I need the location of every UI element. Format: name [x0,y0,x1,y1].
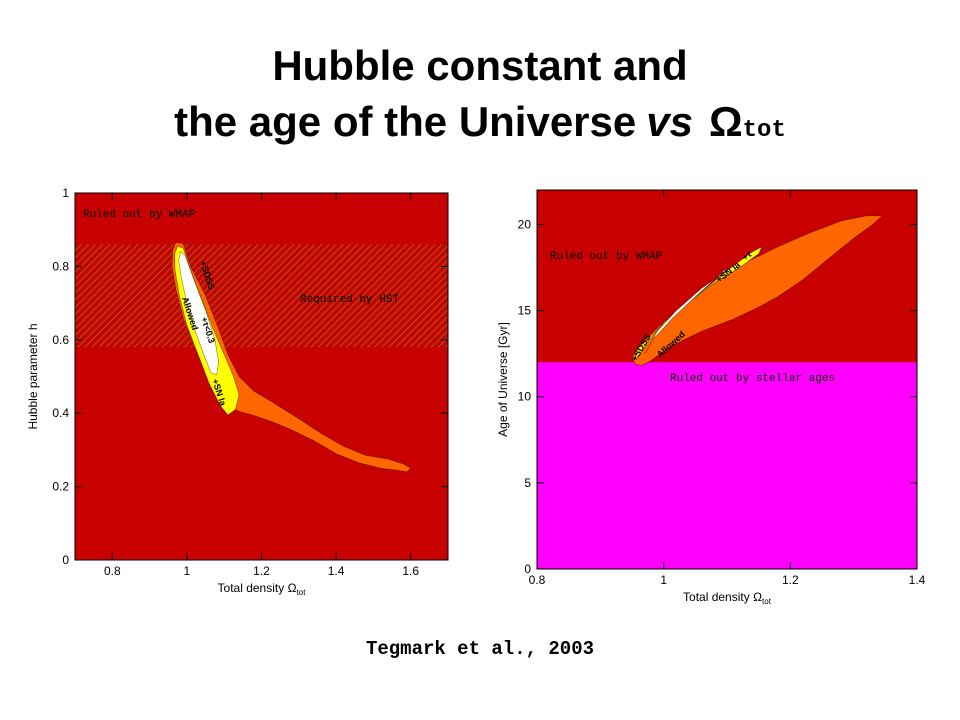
slide-title-line1: Hubble constant and [272,42,688,89]
x-tick-label: 1.2 [253,564,270,578]
y-tick-label: 10 [518,390,532,404]
x-axis-label-text: Total density Ω [683,590,762,604]
hst-label: Required by HST [300,294,399,306]
y-axis-label: Age of Universe [Gyr] [496,322,510,437]
slide-title-line2: the age of the Universe vs Ωtot [0,98,960,146]
title-omega: Ω [708,98,743,145]
plot-frame [536,189,918,570]
x-axis-label-text: Total density Ω [218,581,297,595]
y-axis-label: Hubble parameter h [26,323,40,429]
x-tick-label: 0.8 [104,564,121,578]
x-tick-label: 0.8 [529,573,546,587]
title-prefix: the age of the Universe [174,98,637,145]
y-tick-label: 20 [518,217,532,231]
hubble-parameter-chart: 0.8 1 1.2 1.4 1.6 0 0.2 0.4 0.6 0.8 1 Total density… [26,186,449,597]
y-tick-label: 0 [62,553,69,567]
x-axis-label: Total density Ωtot [218,581,307,597]
y-tick-label: 5 [524,476,531,490]
y-tick-label: 0.2 [52,480,69,494]
allowed-contour [178,251,219,376]
y-tick-label: 0 [524,562,531,576]
x-tick-label: 1 [660,573,667,587]
x-tick-label: 1.2 [782,573,799,587]
x-axis-label: Total density Ωtot [683,590,772,606]
y-tick-label: 0.6 [52,333,69,347]
wmap-label-2: Ruled out by WMAP [550,251,663,263]
allowed-contour [644,267,728,354]
age-of-universe-chart: 0.8 1 1.2 1.4 0 5 10 15 20 Total density Ωtot Age … [496,189,926,606]
y-tick-label: 15 [518,304,532,318]
x-axis-label-sub: tot [762,597,772,606]
x-tick-label: 1 [184,564,191,578]
wmap-label-1: Ruled out by WMAP [83,209,196,221]
x-axis-label-sub: tot [297,588,307,597]
stellar-ages-region [537,362,917,569]
stellar-ages-label: Ruled out by stellar ages [670,373,835,385]
title-vs: vs [646,98,693,145]
hst-band [75,244,448,348]
citation: Tegmark et al., 2003 [365,638,595,660]
y-tick-label: 1 [62,186,69,200]
x-tick-label: 1.6 [402,564,419,578]
y-tick-label: 0.8 [52,259,69,273]
x-tick-label: 1.4 [328,564,345,578]
x-tick-label: 1.4 [909,573,926,587]
y-tick-label: 0.4 [52,406,69,420]
title-omega-sub: tot [742,117,786,144]
